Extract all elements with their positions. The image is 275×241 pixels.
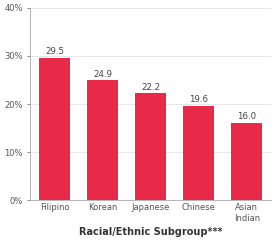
Text: 22.2: 22.2 bbox=[141, 83, 160, 92]
Bar bbox=[183, 106, 214, 201]
Text: 16.0: 16.0 bbox=[237, 113, 256, 121]
X-axis label: Racial/Ethnic Subgroup***: Racial/Ethnic Subgroup*** bbox=[79, 227, 222, 237]
Text: 19.6: 19.6 bbox=[189, 95, 208, 104]
Bar bbox=[135, 94, 166, 201]
Text: 29.5: 29.5 bbox=[45, 47, 64, 56]
Bar bbox=[231, 123, 262, 201]
Text: 24.9: 24.9 bbox=[93, 70, 112, 79]
Bar bbox=[39, 58, 70, 201]
Bar bbox=[87, 80, 118, 201]
